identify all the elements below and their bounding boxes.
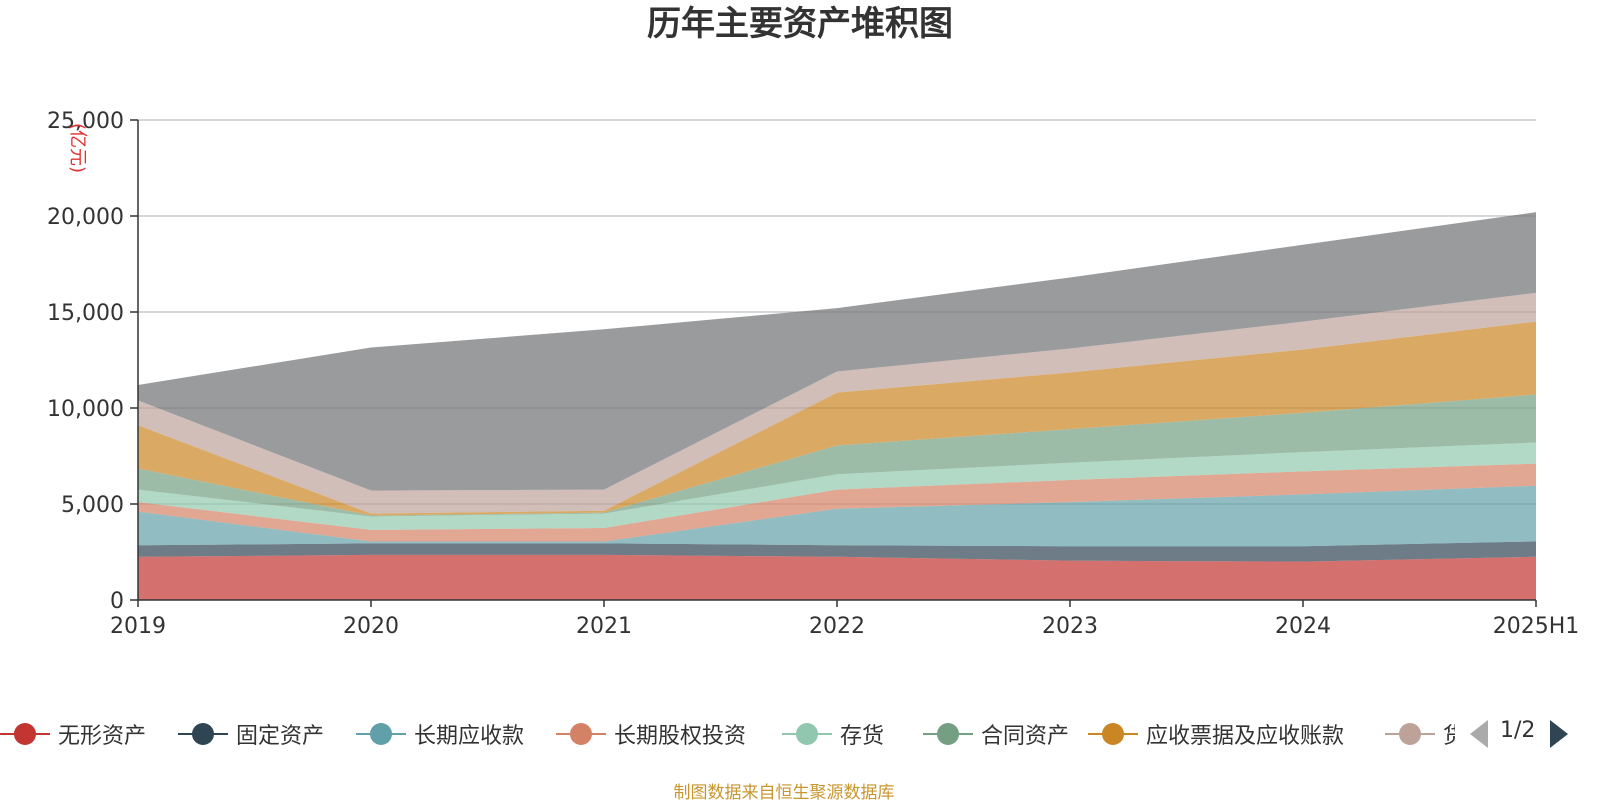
legend-marker-icon — [782, 722, 832, 746]
legend-label: 合同资产 — [981, 724, 1070, 749]
legend-item[interactable]: 货币资金 — [1385, 710, 1455, 758]
legend-marker-icon — [1088, 722, 1138, 746]
legend-label: 无形资产 — [58, 724, 147, 749]
area-series-固定资产[interactable] — [138, 541, 1536, 562]
x-tick-label: 2023 — [1042, 614, 1098, 639]
chart-area: 0 5,000 10,000 15,000 20,000 25,000 2019 2020 20… — [47, 109, 1580, 639]
legend-marker-icon — [356, 722, 406, 746]
area-series-应收票据及应收账款[interactable] — [138, 321, 1536, 516]
x-tick-label: 2021 — [576, 614, 632, 639]
area-series-货币资金[interactable] — [138, 292, 1536, 514]
legend-page-indicator: 1/2 — [1500, 718, 1536, 743]
legend-item[interactable]: 应收票据及应收账款 — [1088, 710, 1344, 758]
legend-marker-icon — [0, 722, 50, 746]
chart-title: 历年主要资产堆积图 — [647, 4, 953, 44]
legend-label: 长期股权投资 — [614, 724, 747, 749]
legend-item[interactable]: 合同资产 — [923, 710, 1069, 758]
legend-item[interactable]: 长期应收款 — [356, 710, 524, 758]
legend-item[interactable]: 固定资产 — [178, 710, 324, 758]
x-tick-label: 2019 — [110, 614, 166, 639]
legend-marker-icon — [923, 722, 973, 746]
source-note: 制图数据来自恒生聚源数据库 — [673, 783, 895, 803]
area-series-长期股权投资[interactable] — [138, 463, 1536, 542]
legend-label: 固定资产 — [236, 724, 325, 749]
area-series-合同资产[interactable] — [138, 394, 1536, 517]
legend-label: 应收票据及应收账款 — [1146, 724, 1345, 749]
legend-label: 货币资金 — [1443, 724, 1455, 749]
x-tick-label: 2025H1 — [1493, 614, 1580, 639]
legend-marker-icon — [178, 722, 228, 746]
legend-marker-icon — [556, 722, 606, 746]
area-series-无形资产[interactable] — [138, 554, 1536, 600]
x-tick-label: 2024 — [1275, 614, 1331, 639]
area-series-长期应收款[interactable] — [138, 485, 1536, 547]
legend-pager: 1/2 — [1470, 710, 1600, 758]
y-tick-label: 10,000 — [47, 397, 124, 422]
legend: 无形资产 固定资产 长期应收款 长期股权投资 存货 合同资产 应收票据及应收账款 货币资金 1… — [0, 710, 1600, 758]
legend-item[interactable]: 存货 — [782, 710, 884, 758]
x-tick-label: 2020 — [343, 614, 399, 639]
x-tick-label: 2022 — [809, 614, 865, 639]
legend-items: 无形资产 固定资产 长期应收款 长期股权投资 存货 合同资产 应收票据及应收账款 货币资金 — [0, 710, 1455, 758]
legend-label: 存货 — [840, 724, 885, 749]
legend-item[interactable]: 无形资产 — [0, 710, 146, 758]
y-tick-label: 0 — [110, 589, 124, 614]
y-tick-label: 5,000 — [61, 493, 124, 518]
legend-item[interactable]: 长期股权投资 — [556, 710, 746, 758]
y-axis-unit-label: (亿元) — [67, 123, 88, 173]
legend-prev-arrow-icon[interactable] — [1470, 720, 1488, 748]
y-tick-label: 25,000 — [47, 109, 124, 134]
y-tick-label: 15,000 — [47, 301, 124, 326]
area-series-存货[interactable] — [138, 442, 1536, 530]
area-series-其他[interactable] — [138, 212, 1536, 491]
legend-marker-icon — [1385, 722, 1435, 746]
y-tick-label: 20,000 — [47, 205, 124, 230]
legend-next-arrow-icon[interactable] — [1550, 720, 1568, 748]
legend-label: 长期应收款 — [414, 724, 525, 749]
